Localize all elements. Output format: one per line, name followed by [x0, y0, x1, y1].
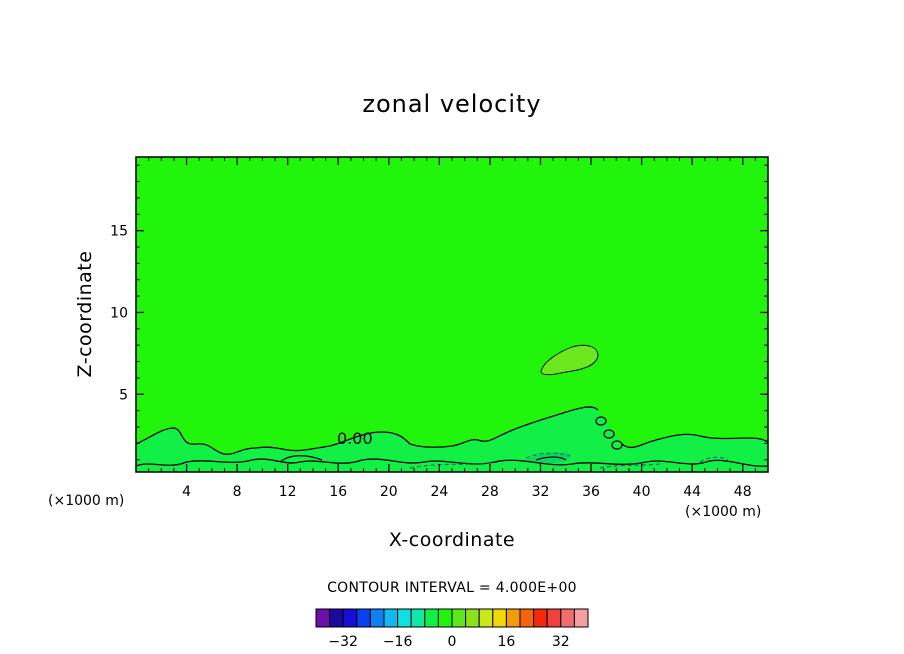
colorbar-tick-label: −16	[383, 634, 413, 650]
colorbar-swatch	[424, 608, 439, 628]
x-tick-label: 36	[582, 484, 600, 500]
upper-anomaly-region	[541, 345, 598, 375]
x-tick-label: 4	[182, 484, 191, 500]
colorbar-swatch	[437, 608, 453, 628]
colorbar-swatch	[329, 608, 344, 628]
colorbar-swatch	[315, 608, 331, 628]
y-tick-label: 10	[110, 305, 128, 321]
colorbar-swatch	[342, 608, 358, 628]
y-axis-ticks: 5 10 15	[110, 164, 768, 461]
x-tick-label: 12	[279, 484, 297, 500]
colorbar-labels: −32 −16 0 16 32	[328, 634, 569, 650]
y-tick-label: 15	[110, 224, 128, 240]
colorbar-swatch	[519, 608, 535, 628]
colorbar-swatch	[573, 608, 589, 628]
colorbar-tick-label: 32	[552, 634, 570, 650]
contour-label: 0.00	[337, 429, 373, 448]
x-tick-label: 28	[481, 484, 499, 500]
x-tick-label: 44	[683, 484, 701, 500]
x-axis-ticks: 4 8 12 16 20 24 28 32 36 40 44 48	[148, 157, 756, 500]
colorbar-swatch	[465, 608, 480, 628]
colorbar-swatch	[492, 608, 507, 628]
colorbar	[315, 608, 589, 628]
colorbar-swatch	[478, 608, 494, 628]
plot-area: 0.00	[135, 156, 769, 473]
x-tick-label: 20	[380, 484, 398, 500]
colorbar-swatch	[410, 608, 426, 628]
x-axis-label: X-coordinate	[389, 529, 515, 551]
colorbar-swatch	[533, 608, 548, 628]
colorbar-swatch	[383, 608, 399, 628]
colorbar-swatch	[356, 608, 371, 628]
x-tick-label: 48	[734, 484, 752, 500]
colorbar-tick-label: 16	[497, 634, 515, 650]
background-level-fill	[136, 157, 768, 472]
colorbar-swatch	[546, 608, 562, 628]
colorbar-swatch	[397, 608, 412, 628]
chart-title: zonal velocity	[362, 90, 541, 118]
x-tick-label: 8	[233, 484, 242, 500]
colorbar-tick-label: −32	[328, 634, 358, 650]
x-tick-label: 24	[430, 484, 448, 500]
x-unit-right: (×1000 m)	[685, 504, 761, 520]
x-tick-label: 16	[329, 484, 347, 500]
y-axis-label: Z-coordinate	[74, 251, 96, 378]
x-tick-label: 32	[532, 484, 550, 500]
colorbar-tick-label: 0	[448, 634, 457, 650]
x-tick-label: 40	[633, 484, 651, 500]
contour-interval-text: CONTOUR INTERVAL = 4.000E+00	[327, 580, 577, 596]
x-unit-left: (×1000 m)	[48, 493, 124, 509]
colorbar-swatch	[505, 608, 521, 628]
colorbar-swatch	[369, 608, 385, 628]
y-tick-label: 5	[119, 387, 128, 403]
colorbar-swatch	[560, 608, 575, 628]
colorbar-swatch	[451, 608, 467, 628]
